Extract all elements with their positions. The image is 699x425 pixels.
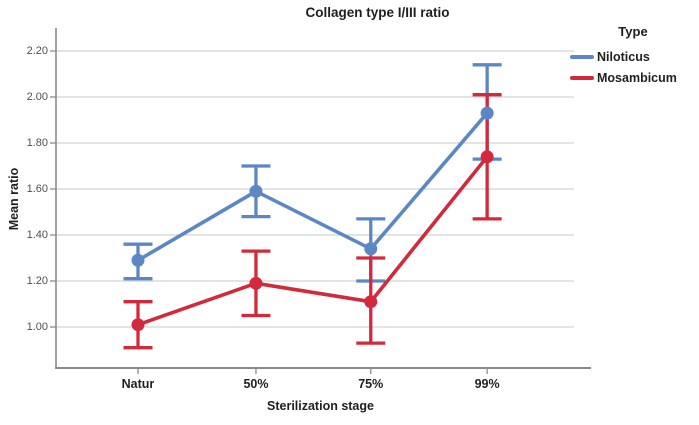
legend-title: Type: [618, 24, 648, 39]
data-point: [364, 295, 378, 309]
y-tick-label: 1.40: [26, 229, 48, 241]
y-tick-label: 1.60: [26, 183, 48, 195]
legend: Type Niloticus Mosambicum: [570, 24, 696, 92]
y-tick-label: 2.20: [26, 45, 48, 57]
y-tick-label: 2.00: [26, 91, 48, 103]
data-point: [249, 184, 263, 198]
legend-items: Niloticus Mosambicum: [570, 50, 696, 85]
legend-swatch: [570, 54, 594, 60]
x-category-label: Natur: [121, 377, 155, 391]
chart-title: Collagen type I/III ratio: [305, 5, 450, 20]
legend-label: Niloticus: [597, 50, 650, 64]
axes: [50, 28, 591, 374]
gridlines: [56, 50, 574, 328]
data-point: [249, 276, 263, 290]
series-line: [137, 155, 489, 327]
data-point: [131, 318, 145, 332]
y-tick-label: 1.80: [26, 137, 48, 149]
legend-item-niloticus: Niloticus: [570, 50, 696, 64]
markers-niloticus: [131, 106, 494, 267]
x-category-label: 50%: [243, 377, 269, 391]
legend-swatch: [570, 75, 594, 81]
legend-label: Mosambicum: [597, 71, 677, 85]
x-axis-title: Sterilization stage: [267, 399, 374, 413]
data-point: [364, 242, 378, 256]
data-point: [480, 106, 494, 120]
x-category-label: 75%: [358, 377, 384, 391]
x-category-label: 99%: [474, 377, 500, 391]
data-point: [480, 150, 494, 164]
y-tick-label: 1.20: [26, 275, 48, 287]
legend-item-mosambicum: Mosambicum: [570, 71, 696, 85]
y-tick-label: 1.00: [26, 321, 48, 333]
markers-mosambicum: [131, 150, 494, 332]
data-point: [131, 253, 145, 267]
series-line: [137, 111, 489, 262]
